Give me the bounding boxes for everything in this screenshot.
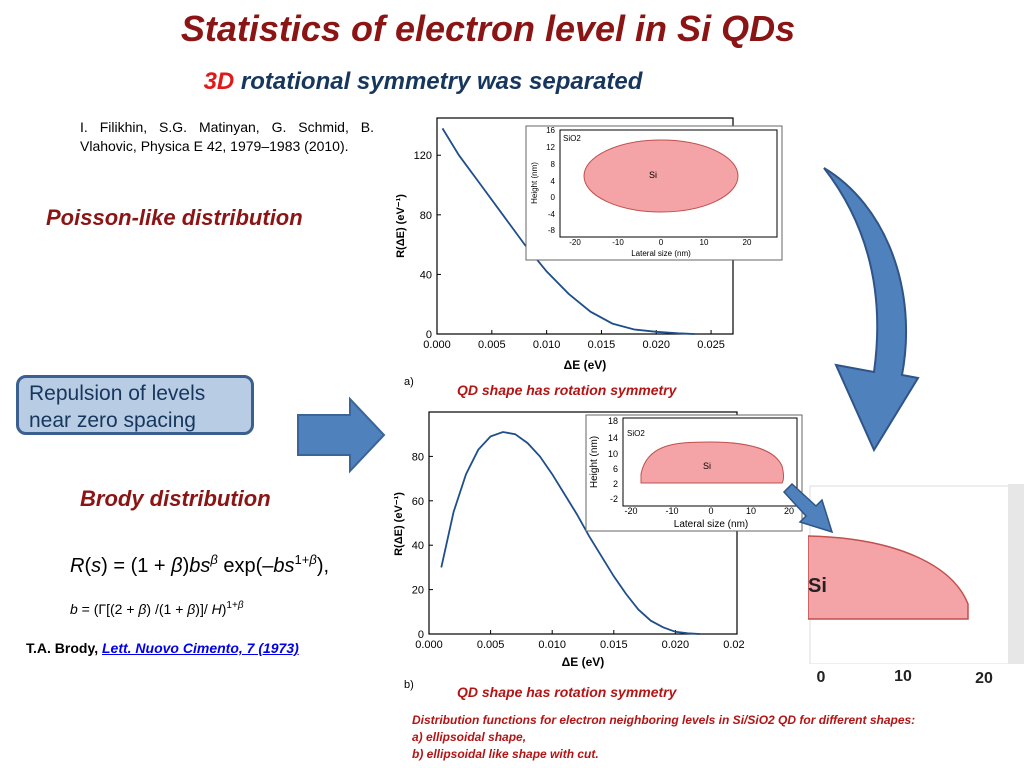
inset-b-qd-shape xyxy=(640,441,784,484)
inset-a-xlabel: Lateral size (nm) xyxy=(631,249,691,258)
inset-a-ytick: 4 xyxy=(551,177,556,186)
chart-a-ylabel: R(ΔE) (eV⁻¹) xyxy=(395,194,407,258)
inset-b-xtick: 20 xyxy=(784,506,794,516)
inset-b-xtick: -20 xyxy=(624,506,637,516)
chartA-xtick-label: 0.025 xyxy=(697,339,725,351)
chartA-ytick-label: 120 xyxy=(414,150,432,162)
figure-caption: Distribution functions for electron neig… xyxy=(412,712,1017,763)
inset-a-ytick: 12 xyxy=(546,143,555,152)
shape-note-b: QD shape has rotation symmetry xyxy=(457,684,677,700)
brody-journal-link[interactable]: Lett. Nuovo Cimento, 7 (1973) xyxy=(101,640,299,656)
brody-author: T.A. Brody xyxy=(26,640,95,656)
formula-2: b = (Γ[(2 + β) /(1 + β)]/ H)1+β xyxy=(70,600,244,617)
inset-b-ytick: 10 xyxy=(608,449,618,459)
inset-b-xtick: 0 xyxy=(708,506,713,516)
chartB-ytick-label: 20 xyxy=(412,585,424,597)
inset-b-xtick: 10 xyxy=(746,506,756,516)
formula-1: R(s) = (1 + β)bsβ exp(–bs1+β), xyxy=(70,552,329,577)
panel-a-label: a) xyxy=(404,376,414,388)
inset-a-xtick: -10 xyxy=(612,238,624,247)
chartA-ytick-label: 0 xyxy=(426,329,432,341)
chart-b-curve xyxy=(440,431,701,635)
curved-arrow-icon xyxy=(823,167,920,453)
inset-b-ylabel: Height (nm) xyxy=(589,436,600,488)
chart-a-xlabel: ΔE (eV) xyxy=(564,358,607,372)
chartB-xtick-label: 0.010 xyxy=(538,639,566,651)
inset-b: SiO2 Si 18 14 10 6 2 -2 -20 -10 0 10 20 … xyxy=(585,414,803,532)
diagonal-arrow-icon xyxy=(782,482,834,534)
inset-a-xtick: 0 xyxy=(659,238,664,247)
brody-formula: R(s) = (1 + β)bsβ exp(–bs1+β), b = (Γ[(2… xyxy=(70,552,329,617)
caption-line: a) ellipsoidal shape, xyxy=(412,730,527,744)
chartA-xtick-label: 0.000 xyxy=(423,339,451,351)
zoom-si-label: Si xyxy=(808,575,827,597)
chart-b-ylabel: R(ΔE) (eV⁻¹) xyxy=(393,492,405,556)
right-arrow-icon xyxy=(297,396,386,474)
chartB-xtick-label: 0.000 xyxy=(415,639,443,651)
caption-line: Distribution functions for electron neig… xyxy=(412,713,916,727)
brody-label: Brody distribution xyxy=(80,486,271,511)
zoom-xtick: 20 xyxy=(975,670,993,684)
subtitle-rest: rotational symmetry was separated xyxy=(240,68,643,95)
chartB-ytick-label: 40 xyxy=(412,540,424,552)
chartA-xtick-label: 0.020 xyxy=(642,339,670,351)
chartA-ytick-label: 80 xyxy=(420,210,432,222)
subtitle-3d: 3D xyxy=(203,68,235,95)
brody-sep: , xyxy=(94,640,102,656)
inset-b-ytick: 6 xyxy=(613,464,618,474)
caption-line: b) ellipsoidal like shape with cut. xyxy=(412,747,599,761)
inset-a-xtick: 10 xyxy=(700,238,709,247)
zoom-xtick: 0 xyxy=(817,669,826,684)
panel-b-label: b) xyxy=(404,679,414,691)
inset-a-ytick: -8 xyxy=(548,226,556,235)
chartA-ytick-label: 40 xyxy=(420,269,432,281)
poisson-label: Poisson-like distribution xyxy=(46,205,303,230)
chartB-xtick-label: 0.025 xyxy=(723,639,745,651)
slide-subtitle: 3D rotational symmetry was separated xyxy=(0,68,846,96)
zoom-xtick: 10 xyxy=(894,668,912,684)
zoom-cut-shape: Si 0 10 20 xyxy=(808,484,1024,684)
inset-b-inner-label: Si xyxy=(703,461,711,471)
inset-a-xtick: -20 xyxy=(569,238,581,247)
repulsion-box: Repulsion of levels near zero spacing xyxy=(16,375,254,435)
chartB-ytick-label: 0 xyxy=(418,629,424,641)
zoom-axis-band xyxy=(808,664,1024,684)
inset-b-outer-label: SiO2 xyxy=(627,429,645,438)
inset-b-xlabel: Lateral size (nm) xyxy=(674,519,748,530)
citation: I. Filikhin, S.G. Matinyan, G. Schmid, B… xyxy=(80,119,374,154)
inset-a-ytick: 0 xyxy=(551,193,556,202)
inset-b-ytick: 2 xyxy=(613,479,618,489)
chart-b-xlabel: ΔE (eV) xyxy=(562,655,605,669)
inset-a-ytick: 8 xyxy=(551,160,556,169)
chartA-xtick-label: 0.015 xyxy=(588,339,616,351)
chartB-xtick-label: 0.020 xyxy=(662,639,690,651)
inset-b-xtick: -10 xyxy=(665,506,678,516)
inset-a-ytick: -4 xyxy=(548,210,556,219)
chartB-ytick-label: 80 xyxy=(412,451,424,463)
chartB-xtick-label: 0.005 xyxy=(477,639,505,651)
chart-a-curve xyxy=(441,127,695,335)
inset-a-ylabel: Height (nm) xyxy=(530,162,539,204)
zoom-qd-shape xyxy=(808,535,969,620)
chartB-xtick-label: 0.015 xyxy=(600,639,628,651)
inset-a-ytick: 16 xyxy=(546,126,555,135)
chartB-ytick-label: 60 xyxy=(412,496,424,508)
inset-a-xtick: 20 xyxy=(743,238,752,247)
inset-b-ytick: -2 xyxy=(610,494,618,504)
inset-a-qd-ellipse xyxy=(583,139,739,213)
shape-note-a: QD shape has rotation symmetry xyxy=(457,382,677,398)
chartA-xtick-label: 0.005 xyxy=(478,339,506,351)
inset-a-inner-label: Si xyxy=(649,170,657,180)
chartA-xtick-label: 0.010 xyxy=(533,339,561,351)
brody-reference: T.A. Brody, Lett. Nuovo Cimento, 7 (1973… xyxy=(26,640,299,656)
inset-a: SiO2 Si 16 12 8 4 0 -4 -8 -20 -10 0 10 2… xyxy=(525,125,783,261)
zoom-edge xyxy=(1008,484,1024,664)
inset-a-outer-label: SiO2 xyxy=(563,134,581,143)
slide-title: Statistics of electron level in Si QDs xyxy=(180,8,796,49)
inset-b-ytick: 18 xyxy=(608,416,618,426)
inset-b-ytick: 14 xyxy=(608,433,618,443)
